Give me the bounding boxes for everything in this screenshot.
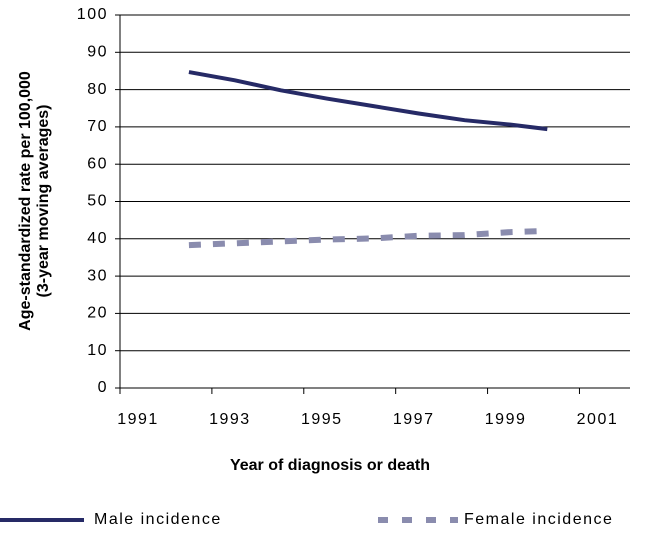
x-tick-label: 1999 [485,411,527,428]
y-tick-label: 60 [87,155,108,172]
x-axis-title: Year of diagnosis or death [230,457,430,474]
y-tick-label: 0 [98,379,108,396]
y-tick-label: 70 [87,118,108,135]
x-tick-label: 1991 [117,411,159,428]
x-tick-label: 1997 [393,411,435,428]
legend-label: Male incidence [94,511,222,528]
y-tick-label: 80 [87,81,108,98]
data-line [188,227,548,249]
y-tick-label: 30 [87,267,108,284]
legend-label: Female incidence [464,511,613,528]
x-tick-label: 2001 [577,411,619,428]
y-tick-label: 10 [87,342,108,359]
y-tick-label: 40 [87,230,108,247]
y-tick-label: 100 [77,6,108,23]
data-line [188,70,548,132]
y-axis-title: (3-year moving averages) [35,105,52,298]
x-tick-label: 1993 [209,411,251,428]
x-tick-label: 1995 [301,411,343,428]
y-tick-label: 50 [87,193,108,210]
y-tick-label: 90 [87,44,108,61]
y-tick-label: 20 [87,305,108,322]
y-axis-title: Age-standardized rate per 100,000 [17,71,34,331]
